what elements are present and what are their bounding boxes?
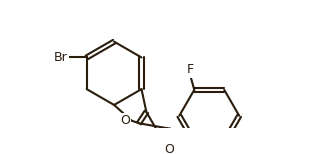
Text: O: O — [164, 143, 174, 154]
Text: F: F — [187, 63, 194, 76]
Text: O: O — [120, 114, 130, 127]
Text: Br: Br — [54, 51, 68, 64]
